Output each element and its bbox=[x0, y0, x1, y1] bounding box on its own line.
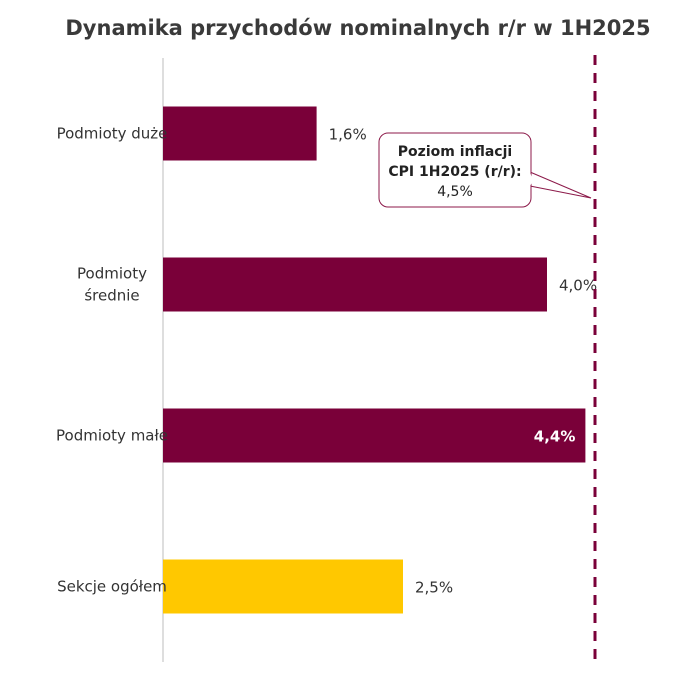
category-label-2-line-1: Podmioty bbox=[77, 265, 147, 283]
callout-pointer bbox=[529, 171, 592, 199]
bar-2 bbox=[163, 257, 547, 312]
chart-title: Dynamika przychodów nominalnych r/r w 1H… bbox=[65, 16, 650, 40]
category-label-4: Sekcje ogółem bbox=[57, 578, 167, 596]
value-label-3: 4,4% bbox=[534, 428, 576, 446]
value-label-2: 4,0% bbox=[559, 277, 597, 295]
value-label-1: 1,6% bbox=[329, 126, 367, 144]
callout-notch-cover bbox=[530, 172, 533, 186]
callout-line-2: CPI 1H2025 (r/r): bbox=[388, 164, 521, 180]
callout-line-1: Poziom inflacji bbox=[398, 144, 512, 160]
value-label-4: 2,5% bbox=[415, 579, 453, 597]
callout-line-3: 4,5% bbox=[437, 184, 473, 200]
bar-1 bbox=[163, 106, 317, 161]
category-label-2-line-2: średnie bbox=[84, 287, 139, 305]
category-labels: Podmioty duże Podmioty średnie Podmioty mał… bbox=[56, 125, 168, 596]
category-label-1: Podmioty duże bbox=[57, 125, 168, 143]
bar-4 bbox=[163, 559, 403, 614]
category-label-3: Podmioty małe bbox=[56, 427, 168, 445]
inflation-callout: Poziom inflacji CPI 1H2025 (r/r): 4,5% bbox=[378, 132, 592, 208]
value-labels: 1,6% 4,0% 4,4% 2,5% bbox=[329, 126, 598, 597]
callout-box bbox=[378, 132, 532, 208]
bar-3 bbox=[163, 408, 586, 463]
bars bbox=[163, 106, 586, 614]
